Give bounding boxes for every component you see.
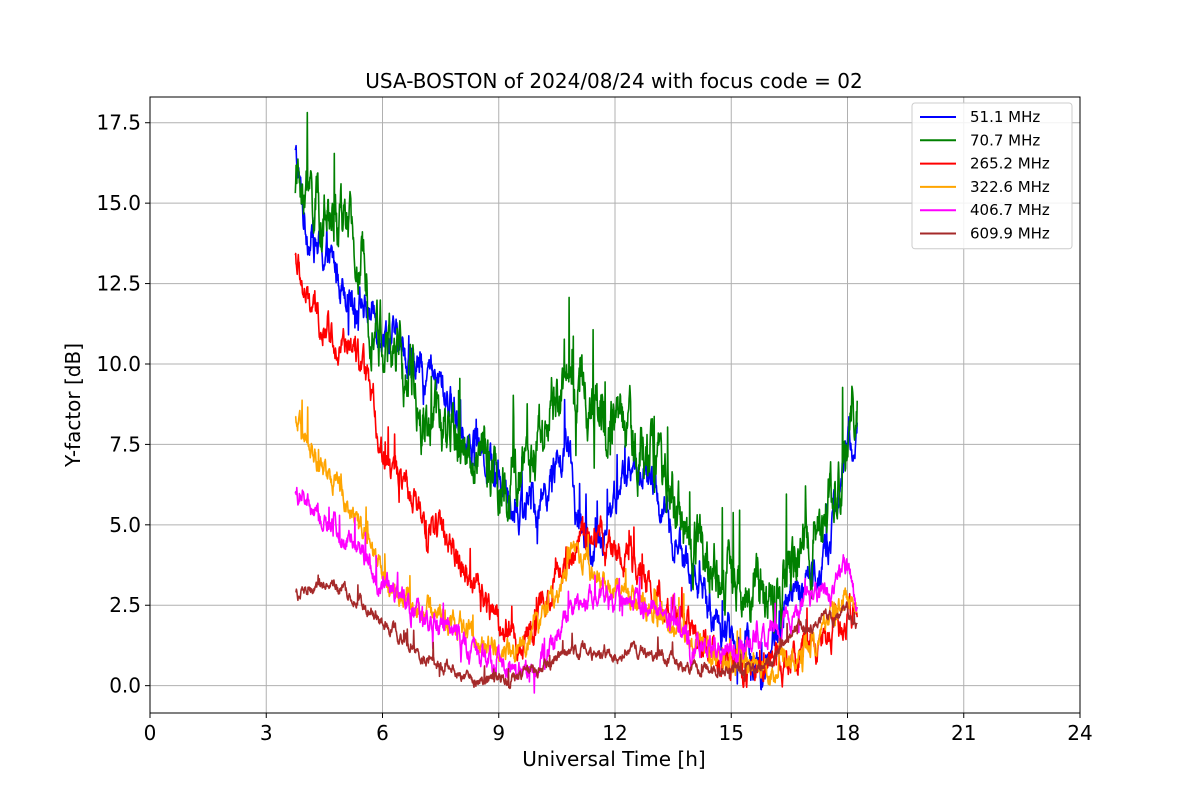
legend-label: 322.6 MHz — [970, 178, 1050, 196]
y-tick-label: 12.5 — [96, 272, 141, 296]
x-tick-label: 24 — [1067, 721, 1092, 745]
x-tick-label: 6 — [376, 721, 389, 745]
legend-label: 70.7 MHz — [970, 131, 1040, 149]
x-tick-label: 12 — [602, 721, 627, 745]
y-tick-label: 2.5 — [109, 593, 141, 617]
y-axis: 0.0 2.5 5.0 7.5 10.0 12.5 15.0 17.5 — [96, 111, 150, 698]
legend-label: 265.2 MHz — [970, 155, 1050, 173]
y-tick-label: 7.5 — [109, 432, 141, 456]
y-tick-label: 17.5 — [96, 111, 141, 135]
legend: 51.1 MHz 70.7 MHz 265.2 MHz 322.6 MHz 406.7… — [911, 102, 1073, 250]
series-line — [294, 574, 858, 690]
y-tick-label: 0.0 — [109, 674, 141, 698]
x-tick-label: 15 — [719, 721, 744, 745]
x-tick-label: 9 — [492, 721, 505, 745]
chart-title: USA-BOSTON of 2024/08/24 with focus code… — [365, 69, 862, 93]
legend-label: 609.9 MHz — [970, 225, 1050, 243]
x-tick-label: 3 — [260, 721, 273, 745]
x-axis: 0 3 6 9 12 15 18 21 24 — [144, 713, 1093, 745]
y-axis-label: Y-factor [dB] — [61, 343, 85, 468]
y-tick-label: 15.0 — [96, 191, 141, 215]
x-tick-label: 21 — [951, 721, 976, 745]
legend-label: 51.1 MHz — [970, 108, 1040, 126]
x-tick-label: 0 — [144, 721, 157, 745]
x-axis-label: Universal Time [h] — [522, 747, 705, 771]
y-tick-label: 10.0 — [96, 352, 141, 376]
series-line — [294, 111, 858, 634]
series-layer — [294, 111, 858, 694]
series-line — [294, 486, 858, 694]
x-tick-label: 18 — [835, 721, 860, 745]
y-tick-label: 5.0 — [109, 513, 141, 537]
legend-label: 406.7 MHz — [970, 201, 1050, 219]
